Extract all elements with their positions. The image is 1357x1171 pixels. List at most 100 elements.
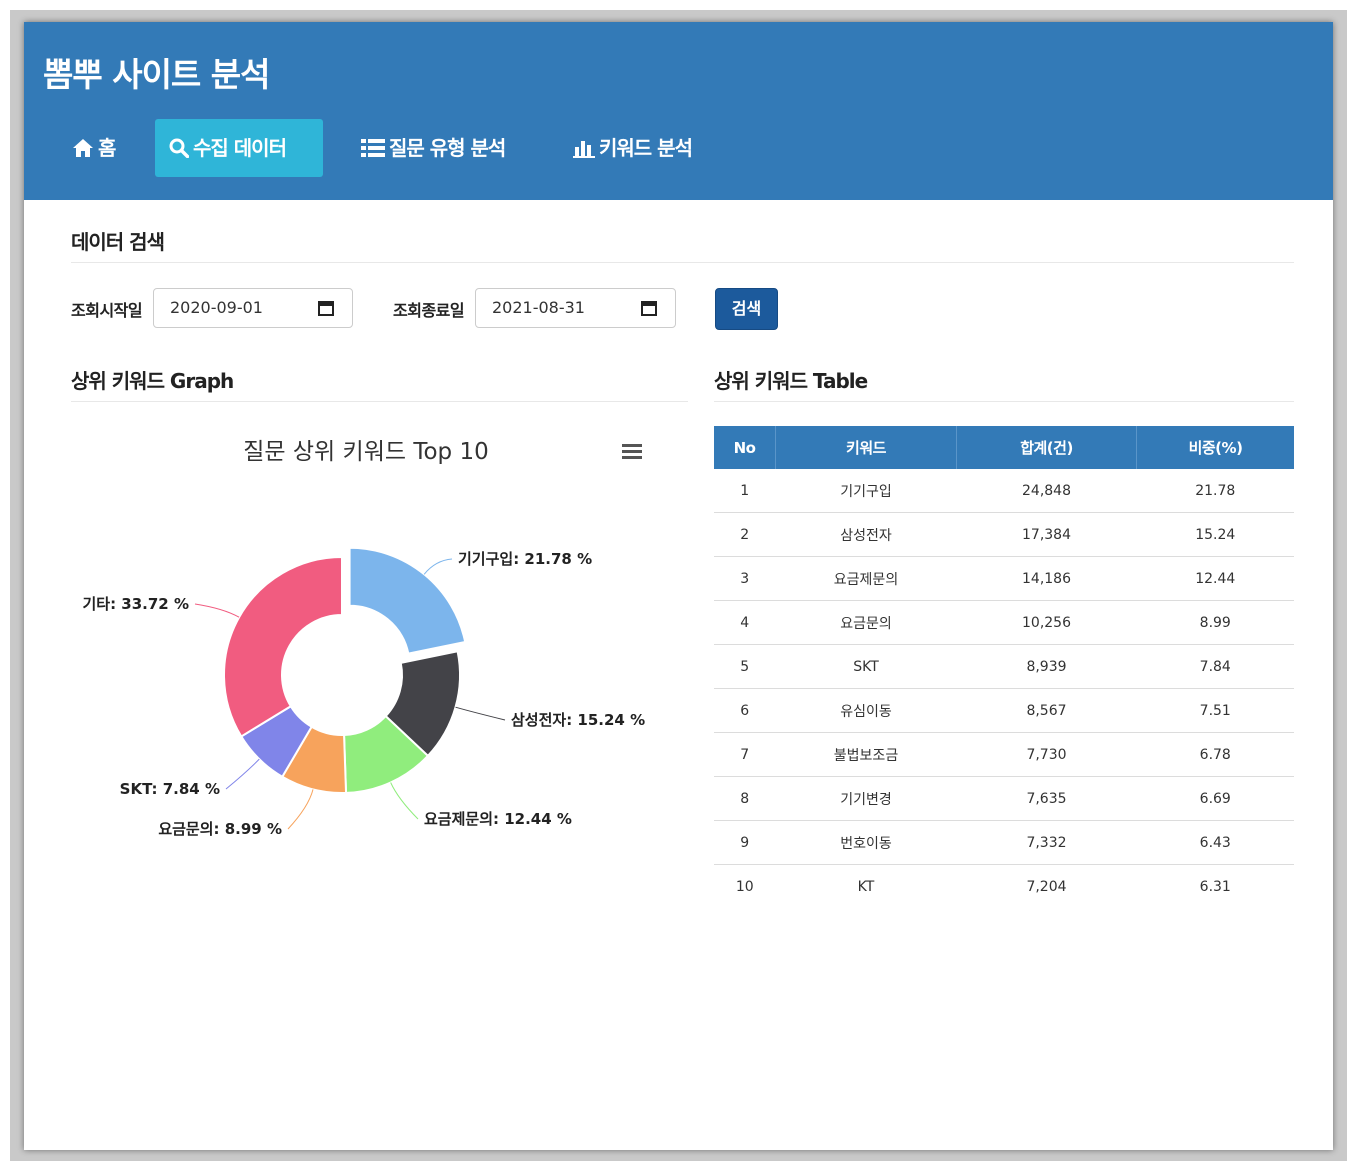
nav-label: 홈 xyxy=(98,136,116,160)
pie-data-label: 요금제문의: 12.44 % xyxy=(424,810,572,828)
cell-keyword: 번호이동 xyxy=(775,820,957,865)
cell-keyword: 요금제문의 xyxy=(775,556,957,601)
pie-data-label: 기타: 33.72 % xyxy=(82,595,189,613)
nav-item-collected-data[interactable]: 수집 데이터 xyxy=(155,119,323,177)
nav-label: 키워드 분석 xyxy=(599,136,693,160)
home-icon xyxy=(72,138,94,158)
end-date-label: 조회종료일 xyxy=(393,301,465,320)
cell-ratio: 21.78 xyxy=(1136,469,1294,513)
search-button[interactable]: 검색 xyxy=(715,288,778,330)
table-row: 2 삼성전자 17,384 15.24 xyxy=(714,512,1294,557)
cell-no: 5 xyxy=(714,644,776,689)
cell-ratio: 15.24 xyxy=(1136,512,1294,557)
cell-ratio: 6.69 xyxy=(1136,776,1294,821)
cell-ratio: 6.78 xyxy=(1136,732,1294,777)
end-date-field[interactable] xyxy=(475,288,676,328)
bar-chart-icon xyxy=(573,138,595,158)
calendar-icon[interactable] xyxy=(641,300,657,320)
divider xyxy=(71,262,1294,263)
cell-total: 8,567 xyxy=(956,688,1137,733)
cell-no: 9 xyxy=(714,820,776,865)
column-header-no: No xyxy=(714,426,776,469)
cell-keyword: 삼성전자 xyxy=(775,512,957,557)
cell-no: 4 xyxy=(714,600,776,645)
table-row: 9 번호이동 7,332 6.43 xyxy=(714,820,1294,865)
column-header-ratio: 비중(%) xyxy=(1136,426,1294,469)
cell-keyword: 기기구입 xyxy=(775,469,957,513)
table-section-title: 상위 키워드 Table xyxy=(714,369,868,393)
nav-label: 질문 유형 분석 xyxy=(389,136,506,160)
divider xyxy=(714,401,1294,402)
divider xyxy=(71,401,688,402)
cell-total: 14,186 xyxy=(956,556,1137,601)
label-connector xyxy=(225,758,260,790)
pie-data-label: 삼성전자: 15.24 % xyxy=(511,711,645,729)
cell-no: 3 xyxy=(714,556,776,601)
cell-ratio: 6.43 xyxy=(1136,820,1294,865)
pie-slice[interactable] xyxy=(348,546,467,655)
cell-total: 7,332 xyxy=(956,820,1137,865)
column-header-keyword: 키워드 xyxy=(775,426,957,469)
nav-label: 수집 데이터 xyxy=(193,136,287,160)
cell-keyword: SKT xyxy=(775,644,957,689)
app-window: 뽐뿌 사이트 분석 홈 수집 데이터 질문 유형 분석 xyxy=(24,22,1333,1150)
cell-total: 7,204 xyxy=(1026,878,1067,895)
table-row: 3 요금제문의 14,186 12.44 xyxy=(714,556,1294,601)
donut-chart: 기기구입: 21.78 % 삼성전자: 15.24 % 요금제문의: 12.44 %… xyxy=(82,546,645,838)
start-date-input[interactable] xyxy=(170,298,310,317)
keyword-table: No 키워드 합계(건) 비중(%) 1 기기구입 24,848 21.78 2 삼성전자… xyxy=(714,426,1294,908)
table-row: 10 KT 7,204 6.31 xyxy=(714,865,1294,909)
search-icon xyxy=(169,138,189,158)
cell-keyword: 기기변경 xyxy=(775,776,957,821)
table-row: 4 요금문의 10,256 8.99 xyxy=(714,600,1294,645)
cell-no: 1 xyxy=(714,469,776,513)
cell-ratio: 12.44 xyxy=(1136,556,1294,601)
cell-ratio: 6.31 xyxy=(1199,878,1231,895)
cell-ratio: 8.99 xyxy=(1136,600,1294,645)
chart-title: 질문 상위 키워드 Top 10 xyxy=(243,439,489,465)
cell-no: 8 xyxy=(714,776,776,821)
column-header-total: 합계(건) xyxy=(956,426,1137,469)
app-title: 뽐뿌 사이트 분석 xyxy=(43,55,270,94)
cell-no: 10 xyxy=(735,878,754,895)
cell-keyword: 불법보조금 xyxy=(775,732,957,777)
label-connector xyxy=(390,782,419,820)
cell-no: 6 xyxy=(714,688,776,733)
cell-ratio: 7.84 xyxy=(1136,644,1294,689)
label-connector xyxy=(287,789,314,830)
end-date-input[interactable] xyxy=(492,298,632,317)
calendar-icon[interactable] xyxy=(318,300,334,320)
header: 뽐뿌 사이트 분석 홈 수집 데이터 질문 유형 분석 xyxy=(24,22,1333,200)
cell-total: 7,635 xyxy=(956,776,1137,821)
start-date-label: 조회시작일 xyxy=(71,301,143,320)
table-row: 5 SKT 8,939 7.84 xyxy=(714,644,1294,689)
table-row: 1 기기구입 24,848 21.78 xyxy=(714,469,1294,513)
pie-data-label: 요금문의: 8.99 % xyxy=(158,820,282,838)
graph-section-title: 상위 키워드 Graph xyxy=(71,369,234,393)
cell-no: 7 xyxy=(714,732,776,777)
cell-total: 7,730 xyxy=(956,732,1137,777)
cell-no: 2 xyxy=(714,512,776,557)
label-connector xyxy=(194,603,240,618)
cell-keyword: KT xyxy=(857,878,875,895)
label-connector xyxy=(455,706,506,721)
pie-slice[interactable] xyxy=(223,555,343,738)
cell-total: 24,848 xyxy=(956,469,1137,513)
label-connector xyxy=(423,558,453,575)
nav-item-question-type[interactable]: 질문 유형 분석 xyxy=(347,119,519,177)
table-header-row: No 키워드 합계(건) 비중(%) xyxy=(714,426,1294,469)
start-date-field[interactable] xyxy=(153,288,353,328)
nav-item-home[interactable]: 홈 xyxy=(58,119,129,177)
cell-keyword: 요금문의 xyxy=(775,600,957,645)
pie-data-label: SKT: 7.84 % xyxy=(120,780,220,798)
table-row: 7 불법보조금 7,730 6.78 xyxy=(714,732,1294,777)
table-row: 6 유심이동 8,567 7.51 xyxy=(714,688,1294,733)
list-icon xyxy=(361,138,385,158)
chart-menu-icon[interactable] xyxy=(622,442,644,464)
cell-total: 17,384 xyxy=(956,512,1137,557)
nav-item-keyword-analysis[interactable]: 키워드 분석 xyxy=(559,119,706,177)
cell-total: 8,939 xyxy=(956,644,1137,689)
cell-total: 10,256 xyxy=(956,600,1137,645)
nav-bar: 홈 수집 데이터 질문 유형 분석 키워드 분석 xyxy=(24,119,1333,177)
cell-keyword: 유심이동 xyxy=(775,688,957,733)
